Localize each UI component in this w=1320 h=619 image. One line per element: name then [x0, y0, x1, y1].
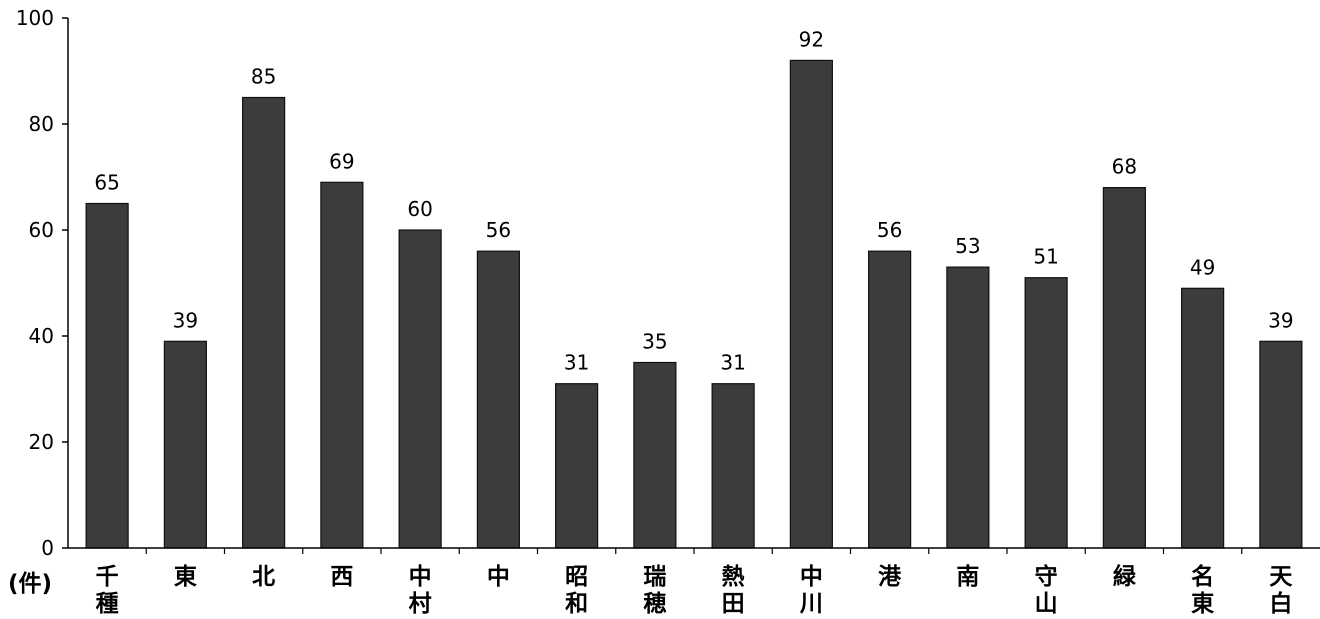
bar [789, 59, 833, 549]
y-tick-label: 80 [29, 112, 54, 136]
y-tick-label: 0 [41, 536, 54, 560]
x-tick-label: 天白 [1269, 564, 1293, 617]
x-tick-label: 守山 [1035, 563, 1058, 617]
x-tick-label: 昭和 [565, 564, 588, 617]
y-tick-label: 40 [29, 324, 54, 348]
x-axis: 千種 東 北 西 中村 中 昭和 瑞穂 熱田 中川 港 南 守山 緑 名東 天白 [68, 547, 1320, 617]
bar-value-label: 49 [1190, 255, 1215, 279]
x-tick-label: 緑 [1113, 563, 1137, 590]
bar [163, 340, 207, 549]
bar-value-label: 68 [1112, 155, 1137, 179]
bar [242, 96, 286, 549]
y-tick-label: 100 [16, 6, 54, 30]
bar-value-label: 39 [1268, 308, 1293, 332]
bar-value-label: 60 [407, 197, 432, 221]
x-tick-label: 南 [956, 564, 979, 590]
y-tick-label: 20 [29, 430, 54, 454]
bar-value-label: 35 [642, 330, 667, 354]
y-axis: 0 20 40 60 80 100 [16, 6, 69, 560]
x-tick-label: 中村 [409, 564, 432, 617]
bar [633, 361, 677, 549]
bar [1259, 340, 1303, 549]
bar [1181, 287, 1225, 549]
bar-value-label: 31 [564, 351, 589, 375]
bar-value-labels: 65 39 85 69 60 56 31 35 31 92 56 53 51 68 49 39 [94, 27, 1293, 374]
bar [946, 266, 990, 549]
bar-value-label: 69 [329, 149, 354, 173]
x-tick-label: 熱田 [722, 564, 745, 617]
bar [320, 181, 364, 549]
bar [85, 202, 129, 549]
bar [476, 250, 520, 549]
y-tick-label: 60 [29, 218, 54, 242]
bar [1102, 187, 1146, 549]
x-tick-label: 中川 [800, 564, 823, 617]
bar [711, 383, 755, 549]
bar-value-label: 53 [955, 234, 980, 258]
bar-value-label: 56 [486, 218, 511, 242]
bar-value-label: 65 [94, 171, 119, 195]
unit-label: (件) [8, 571, 52, 597]
bar-value-label: 31 [720, 351, 745, 375]
bar-value-label: 92 [799, 27, 824, 51]
bars [85, 59, 1303, 549]
x-tick-label: 千種 [96, 564, 119, 617]
x-tick-label: 名東 [1191, 563, 1214, 617]
bar [555, 383, 599, 549]
bar [1024, 277, 1068, 549]
x-tick-label: 港 [878, 564, 902, 590]
bar [868, 250, 912, 549]
x-tick-label: 東 [174, 564, 197, 590]
x-tick-label: 西 [330, 564, 353, 590]
x-tick-label: 瑞穂 [643, 564, 666, 617]
x-tick-label: 北 [252, 564, 275, 590]
bar-value-label: 85 [251, 65, 276, 89]
bar-value-label: 56 [877, 218, 902, 242]
bar-value-label: 51 [1033, 245, 1058, 269]
bar-value-label: 39 [173, 308, 198, 332]
bar [398, 229, 442, 549]
x-tick-label: 中 [487, 564, 510, 590]
